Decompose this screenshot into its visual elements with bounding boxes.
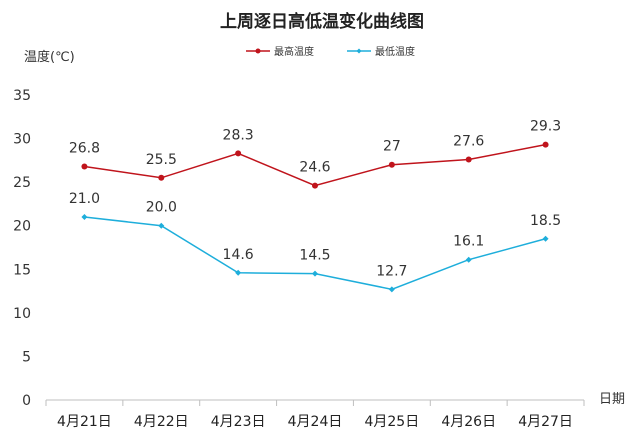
x-axis-label: 日期 [599,392,625,407]
legend-label: 最高温度 [274,45,314,58]
legend-item: 最高温度 [246,45,314,58]
y-axis-ticks: 0 5 10 15 20 25 30 35 [13,88,31,409]
legend-marker [255,48,261,54]
data-point [81,214,88,220]
x-tick-label: 4月26日 [441,414,496,430]
data-label: 14.5 [299,248,330,264]
y-tick-label: 15 [13,262,31,278]
data-point [81,163,88,170]
x-tick-label: 4月25日 [364,414,419,430]
x-tick-label: 4月27日 [518,414,573,430]
chart-title: 上周逐日高低温变化曲线图 [220,11,424,32]
data-label: 27.6 [453,133,484,149]
data-point [465,256,472,263]
x-axis-ticks: 4月21日 4月22日 4月23日 4月24日 4月25日 4月26日 4月27日 [45,400,585,430]
data-label: 16.1 [453,234,484,250]
x-tick-label: 4月22日 [134,414,189,430]
data-point [542,141,549,148]
data-label: 26.8 [69,140,100,156]
data-label: 18.5 [530,213,561,229]
x-tick-label: 4月21日 [57,414,112,430]
y-axis-label: 温度(℃) [24,49,75,65]
data-point [542,235,549,242]
y-tick-label: 25 [13,175,31,191]
data-label: 24.6 [299,160,330,176]
series-high: 26.8 25.5 28.3 24.6 27 27.6 29.3 [69,119,561,189]
data-label: 14.6 [223,247,254,263]
data-label: 21.0 [69,191,100,207]
data-point [465,156,472,163]
legend-label: 最低温度 [375,45,415,58]
data-label: 12.7 [376,263,407,279]
series-layer: 26.8 25.5 28.3 24.6 27 27.6 29.3 21.0 20.0 14.6 14… [69,119,561,293]
y-tick-label: 30 [13,132,31,148]
y-tick-label: 10 [13,306,31,322]
data-point [235,150,242,157]
series-low: 21.0 20.0 14.6 14.5 12.7 16.1 18.5 [69,191,561,293]
data-label: 29.3 [530,119,561,135]
legend-marker [356,48,362,54]
x-tick-label: 4月24日 [288,414,343,430]
data-label: 25.5 [146,152,177,168]
data-point [158,222,165,229]
x-tick-label: 4月23日 [211,414,266,430]
data-label: 20.0 [146,200,177,216]
legend-item: 最低温度 [347,45,415,58]
data-point [158,174,165,181]
data-point [388,286,395,293]
data-label: 27 [383,139,401,155]
y-tick-label: 5 [22,349,31,365]
data-point [312,182,318,189]
y-tick-label: 35 [13,88,31,104]
data-point [388,161,395,168]
data-point [312,270,318,277]
data-point [235,269,242,276]
legend: 最高温度 最低温度 [246,45,415,58]
y-tick-label: 20 [13,219,31,235]
data-label: 28.3 [223,127,254,143]
y-tick-label: 0 [22,393,31,409]
